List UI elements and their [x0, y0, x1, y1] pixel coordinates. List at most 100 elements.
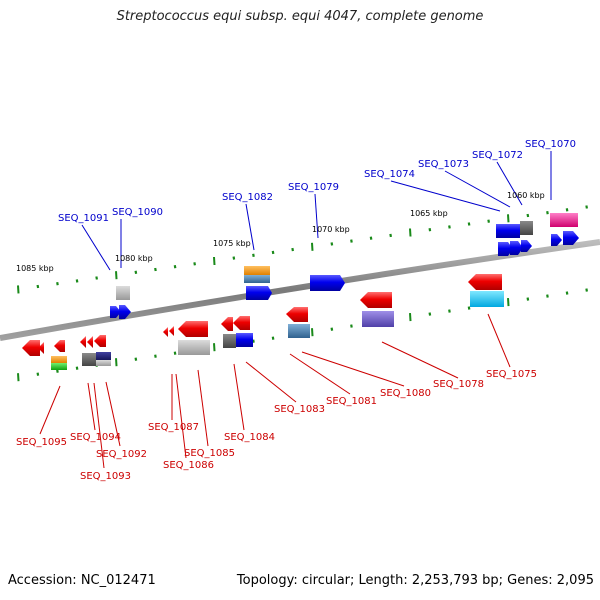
- feature-blue-1073a[interactable]: [498, 242, 513, 256]
- leader-line: [314, 193, 319, 239]
- gene-label-seq-1079[interactable]: SEQ_1079: [288, 182, 339, 193]
- feature-orange-1082[interactable]: [244, 266, 270, 275]
- outer-tick: [565, 208, 569, 212]
- gene-label-seq-1073[interactable]: SEQ_1073: [418, 159, 469, 170]
- feature-gray-1085[interactable]: [178, 340, 210, 355]
- inner-tick: [350, 324, 353, 328]
- gene-label-seq-1093[interactable]: SEQ_1093: [80, 471, 131, 482]
- feature-steel-1083[interactable]: [288, 324, 310, 338]
- genome-backbone: [0, 239, 600, 341]
- gene-label-seq-1090[interactable]: SEQ_1090: [112, 207, 163, 218]
- outer-tick: [467, 222, 471, 226]
- feature-dark-1084[interactable]: [223, 334, 236, 348]
- feature-blue-1091[interactable]: [110, 306, 121, 318]
- gene-label-seq-1085[interactable]: SEQ_1085: [184, 448, 235, 459]
- outer-tick-ring: [17, 205, 588, 294]
- gene-label-seq-1086[interactable]: SEQ_1086: [163, 460, 214, 471]
- feature-blue-1082[interactable]: [246, 286, 272, 300]
- outer-tick: [409, 228, 412, 237]
- feature-red-1093[interactable]: [80, 336, 86, 348]
- feature-blue-1079[interactable]: [310, 275, 345, 291]
- inner-tick: [115, 358, 118, 367]
- leader-line: [381, 341, 459, 379]
- outer-tick: [154, 267, 157, 272]
- gene-label-seq-1084[interactable]: SEQ_1084: [224, 432, 275, 443]
- gene-label-seq-1087[interactable]: SEQ_1087: [148, 422, 199, 433]
- outer-tick: [350, 239, 353, 243]
- outer-tick: [95, 276, 98, 280]
- gene-label-seq-1072[interactable]: SEQ_1072: [472, 150, 523, 161]
- outer-tick: [232, 256, 236, 260]
- feature-red-1075[interactable]: [468, 274, 502, 290]
- feature-red-1083[interactable]: [286, 307, 308, 322]
- leader-line: [487, 313, 511, 368]
- leader-line: [197, 369, 209, 447]
- feature-red-1092[interactable]: [94, 335, 106, 347]
- outer-tick: [487, 219, 490, 223]
- inner-tick: [546, 294, 549, 298]
- outer-tick: [389, 233, 392, 238]
- feature-dark-1092[interactable]: [82, 353, 96, 366]
- inner-tick: [330, 327, 334, 331]
- feature-dark-1073[interactable]: [520, 221, 533, 235]
- outer-tick: [291, 247, 294, 252]
- leader-line: [245, 203, 255, 251]
- feature-red-1087b[interactable]: [169, 326, 174, 336]
- inner-tick: [213, 343, 216, 352]
- outer-tick: [311, 242, 314, 251]
- gene-label-seq-1092[interactable]: SEQ_1092: [96, 449, 147, 460]
- map-title: Streptococcus equi subsp. equi 4047, com…: [116, 9, 484, 24]
- feature-red-1095[interactable]: [22, 340, 40, 356]
- feature-cyan-1075[interactable]: [470, 291, 504, 307]
- feature-blue-1084[interactable]: [236, 333, 253, 347]
- feature-orange-1094[interactable]: [51, 356, 67, 363]
- leader-line: [105, 381, 121, 447]
- feature-pink-1070[interactable]: [550, 213, 578, 227]
- outer-tick: [271, 250, 275, 255]
- feature-blue-1074[interactable]: [496, 224, 520, 238]
- feature-blue-1072[interactable]: [521, 240, 532, 252]
- feature-gray-1092[interactable]: [96, 360, 111, 366]
- feature-red-1084[interactable]: [221, 317, 233, 331]
- feature-red-1093b[interactable]: [87, 336, 93, 348]
- genome-summary: Topology: circular; Length: 2,253,793 bp…: [236, 573, 594, 588]
- gene-label-seq-1082[interactable]: SEQ_1082: [222, 192, 273, 203]
- gene-label-seq-1095[interactable]: SEQ_1095: [16, 437, 67, 448]
- inner-tick: [311, 328, 314, 337]
- gene-label-seq-1080[interactable]: SEQ_1080: [380, 388, 431, 399]
- feature-blue-1070b[interactable]: [563, 231, 579, 245]
- gene-label-seq-1075[interactable]: SEQ_1075: [486, 369, 537, 380]
- outer-tick: [526, 213, 530, 218]
- feature-blue-1091b[interactable]: [119, 305, 131, 319]
- feature-green-1094[interactable]: [51, 363, 67, 370]
- gene-label-seq-1070[interactable]: SEQ_1070: [525, 139, 576, 150]
- kbp-marker-1065: 1065 kbp: [410, 209, 448, 218]
- outer-tick: [213, 256, 216, 266]
- gene-label-seq-1094[interactable]: SEQ_1094: [70, 432, 121, 443]
- feature-red-1086[interactable]: [178, 321, 208, 337]
- reverse-features: [22, 274, 504, 370]
- feature-red-1094a[interactable]: [54, 340, 65, 352]
- feature-gray-1090[interactable]: [116, 286, 130, 300]
- kbp-marker-1085: 1085 kbp: [16, 264, 54, 273]
- feature-blue-1073b[interactable]: [510, 241, 523, 255]
- gene-label-seq-1078[interactable]: SEQ_1078: [433, 379, 484, 390]
- feature-blue-1070a[interactable]: [551, 234, 562, 246]
- feature-purple-1080[interactable]: [362, 311, 394, 327]
- outer-tick: [17, 285, 20, 294]
- leader-line: [233, 363, 245, 431]
- feature-red-1084b[interactable]: [233, 316, 250, 330]
- outer-tick: [115, 271, 118, 280]
- feature-red-1080[interactable]: [360, 292, 392, 308]
- feature-red-1095b[interactable]: [38, 342, 44, 354]
- outer-tick: [546, 211, 549, 215]
- gene-label-seq-1081[interactable]: SEQ_1081: [326, 396, 377, 407]
- gene-label-seq-1083[interactable]: SEQ_1083: [274, 404, 325, 415]
- outer-tick: [134, 270, 138, 274]
- feature-red-1087[interactable]: [163, 327, 168, 337]
- feature-navy-1092[interactable]: [96, 352, 111, 361]
- gene-label-seq-1074[interactable]: SEQ_1074: [364, 169, 415, 180]
- outer-tick: [75, 279, 79, 283]
- feature-steel-1082[interactable]: [244, 275, 270, 283]
- gene-label-seq-1091[interactable]: SEQ_1091: [58, 213, 109, 224]
